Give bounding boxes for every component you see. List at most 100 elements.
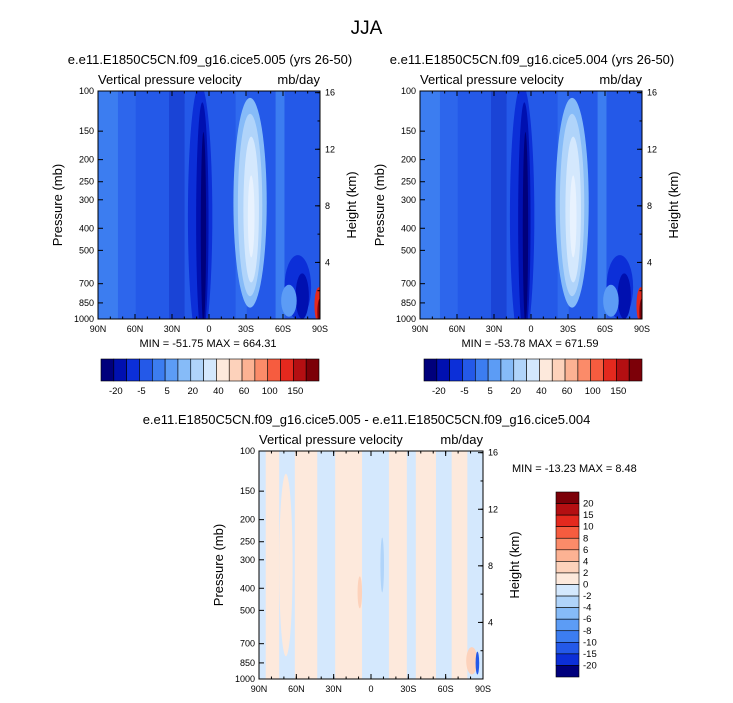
y-tick-label: 500 (401, 245, 416, 255)
x-tick-label: 30N (164, 324, 181, 334)
y-axis-label: Pressure (mb) (372, 164, 387, 246)
x-tick-label: 60S (597, 324, 613, 334)
x-tick-label: 60N (288, 684, 305, 694)
colorbar-swatch (555, 584, 580, 597)
y-right-tick-label: 4 (488, 617, 493, 627)
colorbar-label: 20 (510, 386, 521, 397)
y-right-tick-label: 12 (647, 144, 657, 154)
colorbar-swatch (513, 358, 527, 382)
y-tick-label: 100 (79, 86, 94, 96)
x-tick-label: 30S (560, 324, 576, 334)
contour-anomaly (380, 537, 384, 593)
panel-1-min-max: MIN = -51.75 MAX = 664.31 (139, 338, 277, 350)
colorbar-swatch (113, 358, 127, 382)
x-tick-label: 90N (412, 324, 429, 334)
y-tick-label: 400 (240, 583, 255, 593)
colorbar-label: -5 (460, 386, 468, 397)
contour-band (439, 91, 458, 319)
y-right-tick-label: 8 (647, 201, 652, 211)
colorbar-label: -8 (583, 626, 591, 637)
x-tick-label: 30S (238, 324, 254, 334)
colorbar-label: 8 (583, 533, 588, 544)
y-tick-label: 200 (240, 515, 255, 525)
colorbar-label: 40 (536, 386, 547, 397)
y-tick-label: 200 (79, 155, 94, 165)
x-tick-label: 30N (325, 684, 342, 694)
panel-2-variable: Vertical pressure velocity (420, 72, 564, 87)
colorbar-swatch (555, 491, 580, 504)
colorbar-swatch (628, 358, 643, 382)
panel-1-plot: 90N 60N 30N 0 30S 60S 90S 100 150 200 250 300 400 500… (50, 86, 359, 334)
y-tick-label: 100 (240, 446, 255, 456)
contour-band (265, 451, 280, 679)
colorbar-swatch (603, 358, 617, 382)
y-tick-label: 500 (79, 245, 94, 255)
y-right-axis-label: Height (km) (666, 171, 681, 238)
contour-anomaly (475, 651, 480, 675)
figure-title: JJA (350, 18, 383, 39)
y-right-tick-label: 4 (647, 257, 652, 267)
colorbar-swatch (551, 358, 566, 382)
colorbar-swatch (555, 607, 580, 620)
colorbar-label: 60 (239, 386, 250, 397)
colorbar-swatch (577, 358, 592, 382)
colorbar-swatch (164, 358, 179, 382)
x-tick-label: 30S (400, 684, 416, 694)
panel-2-min-max: MIN = -53.78 MAX = 671.59 (461, 338, 599, 350)
contour-polar (617, 273, 631, 319)
colorbar-label: 5 (164, 386, 169, 397)
colorbar-label: 4 (583, 556, 588, 567)
panel-1-variable: Vertical pressure velocity (98, 72, 242, 87)
colorbar-swatch (100, 358, 115, 382)
x-tick-label: 0 (368, 684, 373, 694)
colorbar-swatch (555, 618, 580, 632)
y-right-axis-label: Height (km) (507, 531, 522, 598)
contour-band (335, 451, 363, 679)
panel-3-plot: 90N 60N 30N 0 30S 60S 90S 100 150 200 250 300 400 500… (211, 446, 522, 694)
y-tick-label: 150 (401, 126, 416, 136)
y-tick-label: 150 (79, 126, 94, 136)
colorbar-swatch (539, 358, 553, 382)
y-right-tick-label: 16 (488, 448, 498, 458)
colorbar-swatch (500, 358, 515, 382)
colorbar-swatch (555, 595, 580, 608)
contour-band (491, 91, 507, 319)
colorbar-swatch (564, 358, 579, 382)
y-tick-label: 400 (401, 223, 416, 233)
y-right-tick-label: 4 (325, 257, 330, 267)
colorbar-swatch (423, 358, 438, 382)
y-tick-label: 150 (240, 486, 255, 496)
contour-field (259, 451, 483, 679)
y-tick-label: 400 (79, 223, 94, 233)
colorbar-swatch (555, 561, 580, 574)
contour-band (279, 473, 293, 657)
contour-polar (295, 273, 309, 319)
colorbar-swatch (449, 358, 463, 382)
colorbar-label: -6 (583, 614, 591, 625)
colorbar-swatch (267, 358, 281, 382)
contour-polar (603, 284, 619, 317)
y-tick-label: 250 (240, 537, 255, 547)
colorbar-swatch (555, 526, 580, 539)
panel-2-colorbar: -20 -5 5 20 40 60 100 150 (423, 358, 643, 397)
colorbar-label: 0 (583, 580, 588, 591)
colorbar-label: -4 (583, 603, 591, 614)
panel-1-units: mb/day (277, 72, 320, 87)
contour-band (169, 91, 185, 319)
colorbar-label: 20 (583, 499, 594, 510)
panel-3-title: e.e11.E1850C5CN.f09_g16.cice5.005 - e.e1… (142, 412, 591, 427)
colorbar-swatch (555, 572, 580, 585)
colorbar-swatch (203, 358, 217, 382)
contour-updraft (247, 175, 255, 258)
contour-band (98, 91, 118, 319)
contour-band (275, 91, 285, 319)
colorbar-swatch (462, 358, 476, 382)
colorbar-swatch (228, 358, 243, 382)
y-right-tick-label: 8 (488, 561, 493, 571)
panel-1-colorbar: -20 -5 5 20 40 60 100 150 (100, 358, 320, 397)
panel-1-title: e.e11.E1850C5CN.f09_g16.cice5.005 (yrs 2… (67, 52, 353, 67)
contour-band (420, 91, 440, 319)
x-tick-label: 0 (528, 324, 533, 334)
colorbar-label: -15 (583, 649, 597, 660)
colorbar-label: -20 (109, 386, 123, 397)
